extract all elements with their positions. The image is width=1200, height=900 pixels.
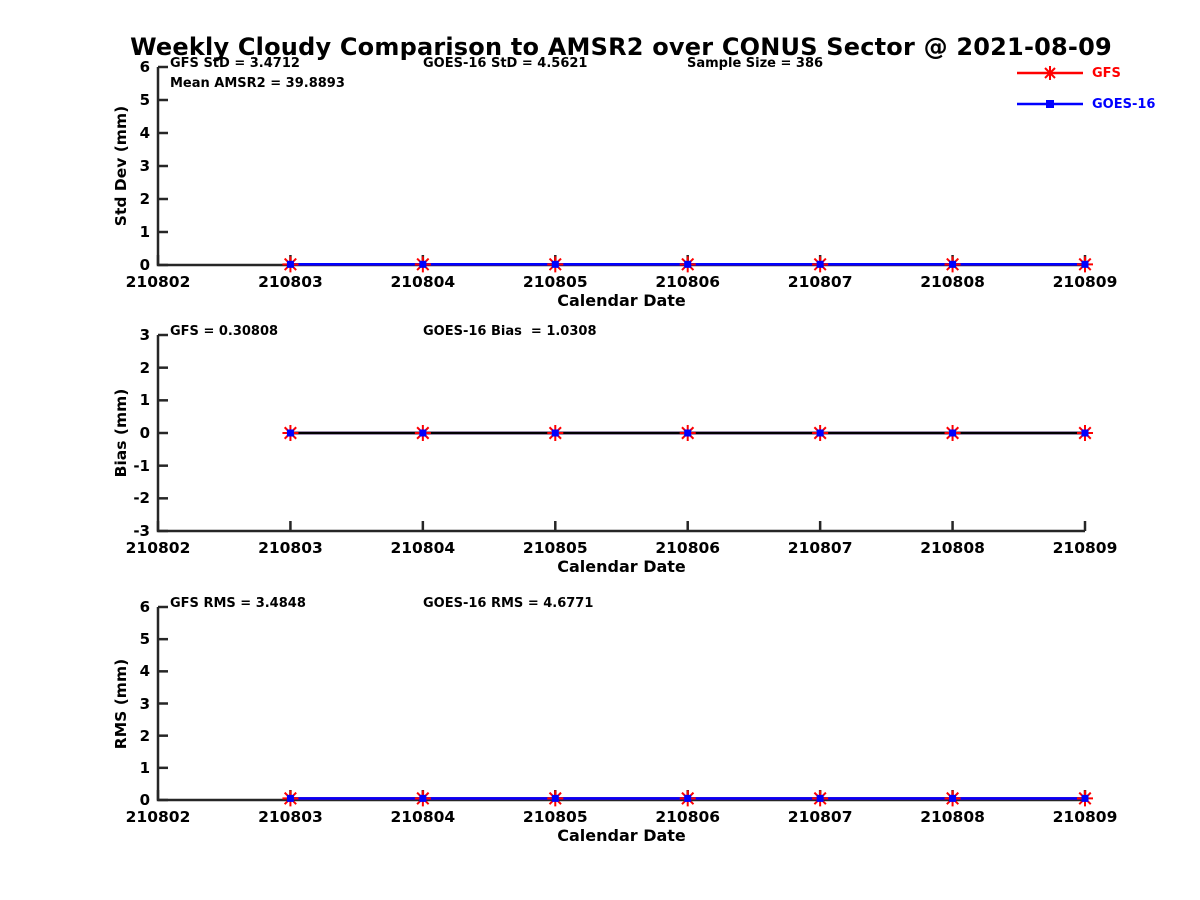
chart-title: Weekly Cloudy Comparison to AMSR2 over C… xyxy=(130,33,1112,61)
goes16-square-marker xyxy=(419,260,427,268)
y-tick-label: 2 xyxy=(139,190,150,208)
x-tick-label: 210802 xyxy=(125,539,191,557)
x-tick-label: 210809 xyxy=(1052,539,1118,557)
stat-annotation: Mean AMSR2 = 39.8893 xyxy=(170,76,345,91)
legend: GFS GOES-16 xyxy=(1015,62,1155,124)
x-tick-label: 210804 xyxy=(390,539,456,557)
y-tick-label: 3 xyxy=(139,157,150,175)
goes16-square-marker xyxy=(1081,429,1089,437)
x-tick-label: 210807 xyxy=(787,539,853,557)
y-tick-label: -3 xyxy=(133,522,150,540)
y-tick-label: 2 xyxy=(139,726,150,745)
x-tick-label: 210802 xyxy=(125,273,191,291)
x-tick-label: 210804 xyxy=(390,273,456,291)
stat-annotation: GOES-16 Bias = 1.0308 xyxy=(423,324,597,339)
x-tick-label: 210805 xyxy=(522,539,588,557)
x-tick-label: 210805 xyxy=(522,273,588,291)
y-tick-label: 0 xyxy=(139,791,150,809)
x-tick-label: 210806 xyxy=(655,808,721,826)
x-tick-label: 210804 xyxy=(390,808,456,826)
goes16-square-marker xyxy=(949,429,957,437)
gfs-line-star-icon xyxy=(1017,66,1083,80)
y-tick-label: 5 xyxy=(139,91,150,109)
goes16-square-marker xyxy=(816,794,824,802)
y-tick-label: 4 xyxy=(139,662,150,681)
stat-annotation: GFS = 0.30808 xyxy=(170,324,279,339)
y-tick-label: 1 xyxy=(139,223,150,241)
goes16-square-marker xyxy=(816,260,824,268)
y-tick-label: -2 xyxy=(133,489,150,508)
stat-annotation: Sample Size = 386 xyxy=(687,56,824,71)
x-axis-label: Calendar Date xyxy=(557,557,686,576)
y-tick-label: 0 xyxy=(139,256,150,274)
x-tick-label: 210808 xyxy=(920,808,985,826)
y-tick-label: 1 xyxy=(139,391,150,410)
goes16-square-marker xyxy=(286,794,294,802)
y-tick-label: 2 xyxy=(139,358,150,377)
legend-label-gfs: GFS xyxy=(1092,65,1121,81)
y-tick-label: 5 xyxy=(139,630,150,649)
goes16-square-marker xyxy=(286,260,294,268)
y-tick-label: 3 xyxy=(139,694,150,713)
x-tick-label: 210807 xyxy=(787,808,853,826)
x-tick-label: 210802 xyxy=(125,808,191,826)
x-tick-label: 210803 xyxy=(258,273,323,291)
x-tick-label: 210803 xyxy=(258,808,323,826)
x-tick-label: 210808 xyxy=(920,273,985,291)
legend-item-goes16: GOES-16 xyxy=(1015,93,1155,115)
y-tick-label: 6 xyxy=(139,58,150,76)
goes16-square-marker xyxy=(551,794,559,802)
stat-annotation: GOES-16 StD = 4.5621 xyxy=(423,56,588,71)
x-tick-label: 210806 xyxy=(655,539,721,557)
legend-label-goes16: GOES-16 xyxy=(1092,96,1156,112)
y-tick-label: 4 xyxy=(139,124,150,142)
x-tick-label: 210809 xyxy=(1052,808,1118,826)
y-tick-label: 3 xyxy=(139,326,150,344)
goes16-square-marker xyxy=(684,429,692,437)
goes16-square-marker xyxy=(949,794,957,802)
y-tick-label: 1 xyxy=(139,758,150,777)
x-tick-label: 210808 xyxy=(920,539,985,557)
stat-annotation: GFS RMS = 3.4848 xyxy=(170,596,306,611)
y-axis-label: RMS (mm) xyxy=(112,658,130,749)
y-tick-label: -1 xyxy=(133,456,150,475)
goes16-square-marker xyxy=(1081,794,1089,802)
legend-item-gfs: GFS xyxy=(1015,62,1155,84)
goes16-square-marker xyxy=(419,429,427,437)
stat-annotation: GOES-16 RMS = 4.6771 xyxy=(423,596,594,611)
y-tick-label: 6 xyxy=(139,598,150,616)
goes16-square-marker xyxy=(551,429,559,437)
axes-spines xyxy=(156,607,1085,802)
goes16-square-marker xyxy=(684,794,692,802)
stat-annotation: GFS StD = 3.4712 xyxy=(170,56,300,71)
goes16-square-marker xyxy=(419,794,427,802)
goes16-square-marker xyxy=(551,260,559,268)
x-tick-label: 210807 xyxy=(787,273,853,291)
goes16-square-marker xyxy=(949,260,957,268)
x-axis-label: Calendar Date xyxy=(557,826,686,845)
x-tick-label: 210805 xyxy=(522,808,588,826)
y-tick-label: 0 xyxy=(139,424,150,442)
x-tick-label: 210806 xyxy=(655,273,721,291)
goes16-square-marker xyxy=(684,260,692,268)
x-axis-label: Calendar Date xyxy=(557,291,686,310)
goes16-square-marker xyxy=(286,429,294,437)
goes16-square-marker xyxy=(816,429,824,437)
x-tick-label: 210809 xyxy=(1052,273,1118,291)
goes16-square-marker xyxy=(1081,260,1089,268)
y-axis-label: Bias (mm) xyxy=(112,388,130,478)
x-tick-label: 210803 xyxy=(258,539,323,557)
y-axis-label: Std Dev (mm) xyxy=(112,105,130,227)
axes-spines xyxy=(156,67,1085,267)
goes16-line-square-icon xyxy=(1017,100,1083,108)
